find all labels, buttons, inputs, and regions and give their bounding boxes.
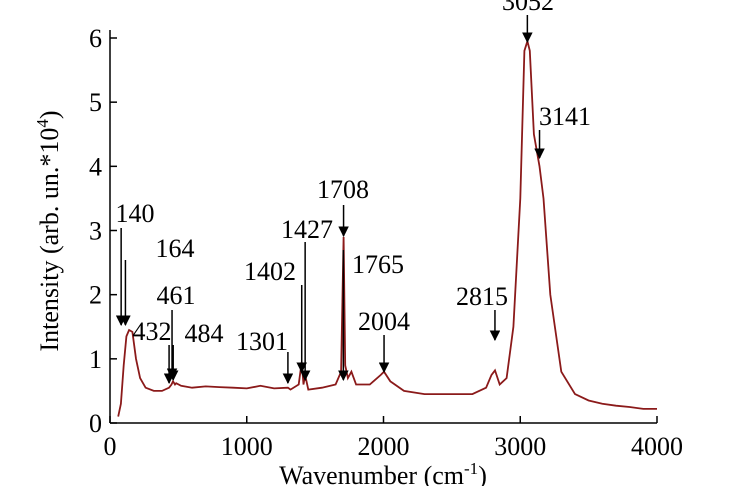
y-axis-label: Intensity (arb. un.*104) — [33, 110, 64, 351]
y-tick-label: 2 — [89, 281, 102, 310]
y-tick-label: 5 — [89, 88, 102, 117]
x-tick-label: 4000 — [631, 432, 683, 461]
x-tick-label: 3000 — [494, 432, 546, 461]
annotation-label: 484 — [185, 319, 224, 348]
y-tick-label: 6 — [89, 24, 102, 53]
x-tick-label: 0 — [104, 432, 117, 461]
annotation-label: 140 — [116, 199, 155, 228]
y-tick-label: 4 — [89, 152, 102, 181]
annotation-label: 3052 — [502, 0, 554, 16]
annotation-label: 3141 — [539, 102, 591, 131]
y-tick-label: 3 — [89, 217, 102, 246]
annotation-label: 1427 — [281, 215, 333, 244]
annotation-label: 1765 — [352, 250, 404, 279]
annotation-label: 1402 — [244, 257, 296, 286]
annotation-label: 2004 — [358, 307, 410, 336]
y-tick-label: 1 — [89, 345, 102, 374]
annotation-label: 1301 — [236, 327, 288, 356]
y-tick-label: 0 — [89, 409, 102, 438]
annotation-label: 1708 — [317, 175, 369, 204]
spectrum-line — [117, 37, 657, 417]
annotation-label: 2815 — [456, 282, 508, 311]
annotation-label: 164 — [156, 234, 195, 263]
x-axis-label: Wavenumber (cm-1) — [279, 459, 487, 486]
annotation-label: 461 — [157, 281, 196, 310]
x-tick-label: 2000 — [358, 432, 410, 461]
x-tick-label: 1000 — [221, 432, 273, 461]
annotation-label: 432 — [133, 317, 172, 346]
